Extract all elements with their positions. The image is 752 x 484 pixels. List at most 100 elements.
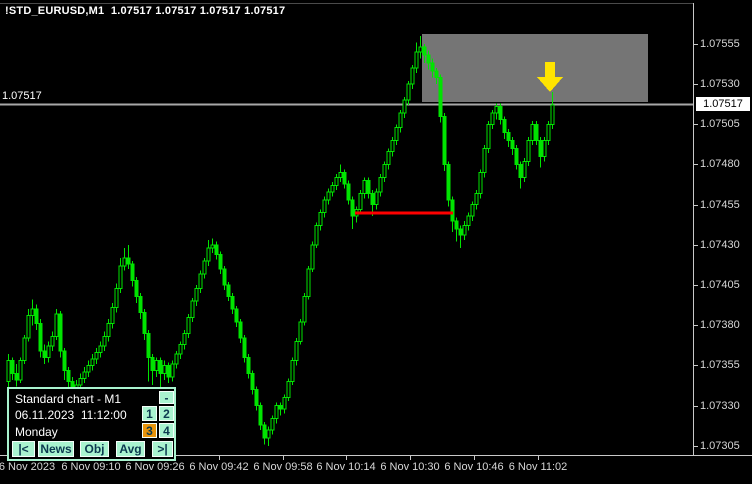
candle: [186, 316, 191, 334]
candle: [174, 353, 179, 365]
candle: [146, 332, 151, 358]
price-tick-label: 1.07505: [700, 118, 740, 130]
time-tick-label: 6 Nov 09:10: [61, 461, 121, 473]
candle: [334, 176, 339, 186]
candle: [118, 265, 123, 289]
candle: [294, 340, 299, 362]
current-price-line: [0, 103, 694, 106]
candle: [446, 163, 451, 201]
price-tick-mark: [694, 245, 698, 246]
candle: [90, 358, 95, 366]
candle: [422, 46, 427, 56]
candle: [10, 360, 15, 375]
candle: [110, 307, 115, 325]
candle: [502, 118, 507, 133]
candle: [366, 180, 371, 194]
candle: [6, 360, 11, 383]
candle: [58, 313, 63, 352]
candle: [430, 62, 435, 72]
price-tick-mark: [694, 446, 698, 447]
candle: [158, 360, 163, 375]
candle: [330, 184, 335, 193]
panel-news-button[interactable]: News: [38, 441, 74, 457]
time-tick-label: 6 Nov 2023: [0, 461, 56, 473]
candle: [346, 183, 351, 201]
support-line[interactable]: [355, 211, 453, 215]
candle: [22, 337, 27, 362]
candle: [114, 287, 119, 309]
candle: [230, 295, 235, 310]
panel-obj-button[interactable]: Obj: [80, 441, 109, 457]
candle: [170, 363, 175, 378]
candle: [18, 360, 23, 381]
candle: [286, 381, 291, 399]
price-tick-label: 1.07405: [700, 279, 740, 291]
candle: [486, 123, 491, 149]
candle: [398, 112, 403, 129]
time-tick-label: 6 Nov 09:58: [253, 461, 313, 473]
candle: [438, 77, 443, 117]
panel-button-2[interactable]: 2: [159, 406, 174, 421]
candle: [34, 308, 39, 325]
candle: [490, 112, 495, 125]
panel-first-button[interactable]: |<: [12, 441, 35, 457]
candle: [194, 287, 199, 302]
candle: [126, 257, 131, 265]
candle: [326, 191, 331, 201]
standard-chart-panel: Standard chart - M1 - 06.11.2023 11:12:0…: [7, 387, 176, 461]
candle: [370, 192, 375, 206]
panel-minimize-button[interactable]: -: [159, 391, 174, 404]
candle: [306, 268, 311, 297]
panel-button-3[interactable]: 3: [142, 423, 157, 438]
price-tick-label: 1.07480: [700, 158, 740, 170]
supply-zone-rectangle[interactable]: [422, 34, 648, 102]
price-tick-mark: [694, 44, 698, 45]
candle: [322, 199, 327, 214]
price-tick-mark: [694, 124, 698, 125]
candle: [530, 123, 535, 141]
candle: [434, 70, 439, 79]
candle: [238, 321, 243, 339]
panel-avg-button[interactable]: Avg: [116, 441, 145, 457]
candle: [190, 300, 195, 318]
panel-last-button[interactable]: >|: [152, 441, 173, 457]
candle: [154, 360, 159, 371]
candle: [162, 364, 167, 375]
candle: [278, 405, 283, 410]
candle: [362, 180, 367, 194]
panel-button-1[interactable]: 1: [142, 406, 157, 421]
panel-button-4[interactable]: 4: [159, 423, 174, 438]
candle: [534, 123, 539, 141]
candle: [46, 345, 51, 358]
price-tick-mark: [694, 325, 698, 326]
candle: [246, 356, 251, 375]
price-tick-label: 1.07430: [700, 239, 740, 251]
candle: [466, 215, 471, 227]
price-tick-label: 1.07380: [700, 319, 740, 331]
candle: [474, 192, 479, 206]
candle: [342, 172, 347, 185]
candle: [350, 199, 355, 217]
candle: [338, 172, 343, 178]
candle: [254, 389, 259, 407]
candle: [242, 337, 247, 358]
panel-day: Monday: [15, 425, 58, 439]
price-tick-label: 1.07455: [700, 199, 740, 211]
candle: [182, 332, 187, 346]
candle: [394, 127, 399, 141]
price-line-label: 1.07517: [2, 90, 42, 102]
candle: [498, 106, 503, 120]
panel-title: Standard chart - M1: [15, 392, 122, 406]
candle: [298, 321, 303, 342]
candle: [14, 373, 19, 381]
candle: [538, 139, 543, 157]
time-tick-label: 6 Nov 10:14: [316, 461, 376, 473]
sell-signal-arrow[interactable]: [537, 62, 563, 92]
candle: [522, 160, 527, 178]
price-tick-mark: [694, 84, 698, 85]
candle: [30, 308, 35, 317]
candle: [518, 163, 523, 178]
time-tick-label: 6 Nov 10:46: [444, 461, 504, 473]
price-tick-mark: [694, 365, 698, 366]
